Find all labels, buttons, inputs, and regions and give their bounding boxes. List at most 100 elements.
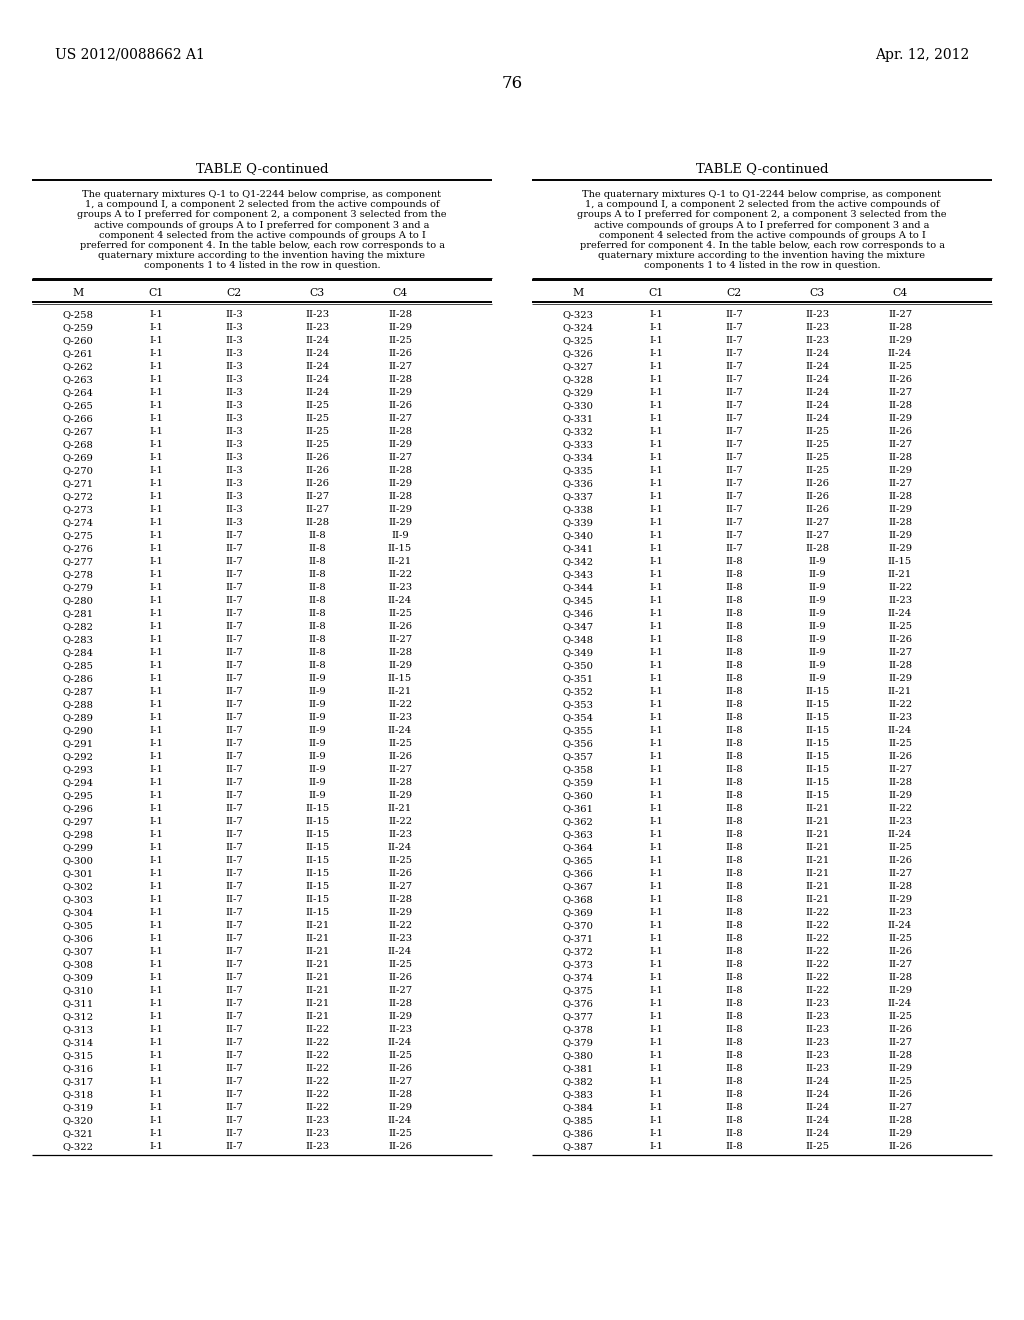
Text: II-21: II-21	[805, 869, 829, 878]
Text: II-29: II-29	[388, 1102, 412, 1111]
Text: I-1: I-1	[150, 817, 163, 825]
Text: II-7: II-7	[726, 310, 743, 318]
Text: Q-279: Q-279	[62, 582, 93, 591]
Text: Q-323: Q-323	[562, 310, 594, 318]
Text: II-28: II-28	[888, 400, 912, 409]
Text: II-8: II-8	[726, 791, 743, 800]
Text: I-1: I-1	[150, 726, 163, 735]
Text: M: M	[73, 288, 84, 297]
Text: II-22: II-22	[305, 1077, 330, 1085]
Text: Q-379: Q-379	[562, 1038, 594, 1047]
Text: II-7: II-7	[225, 648, 244, 656]
Text: II-3: II-3	[225, 400, 244, 409]
Text: I-1: I-1	[649, 1102, 664, 1111]
Text: II-21: II-21	[305, 986, 330, 994]
Text: I-1: I-1	[649, 335, 664, 345]
Text: I-1: I-1	[150, 570, 163, 578]
Text: Q-293: Q-293	[62, 764, 93, 774]
Text: I-1: I-1	[649, 504, 664, 513]
Text: II-21: II-21	[888, 570, 912, 578]
Text: II-3: II-3	[225, 440, 244, 449]
Text: preferred for component 4. In the table below, each row corresponds to a: preferred for component 4. In the table …	[80, 242, 444, 249]
Text: Q-281: Q-281	[62, 609, 93, 618]
Text: II-25: II-25	[305, 400, 330, 409]
Text: Q-346: Q-346	[562, 609, 594, 618]
Text: II-28: II-28	[388, 375, 412, 384]
Text: I-1: I-1	[649, 777, 664, 787]
Text: Q-351: Q-351	[562, 673, 594, 682]
Text: I-1: I-1	[649, 764, 664, 774]
Text: II-22: II-22	[888, 700, 912, 709]
Text: Q-296: Q-296	[62, 804, 93, 813]
Text: I-1: I-1	[150, 777, 163, 787]
Text: Q-321: Q-321	[62, 1129, 93, 1138]
Text: II-24: II-24	[305, 375, 330, 384]
Text: II-29: II-29	[388, 322, 412, 331]
Text: I-1: I-1	[150, 895, 163, 904]
Text: Q-286: Q-286	[62, 673, 93, 682]
Text: Q-383: Q-383	[562, 1089, 594, 1098]
Text: 1, a compound I, a component 2 selected from the active compounds of: 1, a compound I, a component 2 selected …	[85, 201, 439, 209]
Text: II-24: II-24	[805, 413, 829, 422]
Text: II-8: II-8	[726, 700, 743, 709]
Text: II-24: II-24	[805, 362, 829, 371]
Text: II-8: II-8	[726, 1115, 743, 1125]
Text: I-1: I-1	[150, 440, 163, 449]
Text: II-8: II-8	[726, 595, 743, 605]
Text: II-7: II-7	[225, 960, 244, 969]
Text: II-25: II-25	[388, 609, 412, 618]
Text: Q-356: Q-356	[562, 739, 594, 747]
Text: Q-319: Q-319	[62, 1102, 93, 1111]
Text: II-22: II-22	[805, 986, 829, 994]
Text: II-25: II-25	[805, 426, 829, 436]
Text: II-28: II-28	[388, 895, 412, 904]
Text: II-22: II-22	[388, 817, 412, 825]
Text: II-8: II-8	[308, 582, 326, 591]
Text: I-1: I-1	[649, 700, 664, 709]
Text: I-1: I-1	[150, 804, 163, 813]
Text: I-1: I-1	[150, 1102, 163, 1111]
Text: Q-368: Q-368	[562, 895, 594, 904]
Text: Q-363: Q-363	[562, 829, 594, 838]
Text: II-7: II-7	[225, 1038, 244, 1047]
Text: I-1: I-1	[150, 882, 163, 891]
Text: components 1 to 4 listed in the row in question.: components 1 to 4 listed in the row in q…	[143, 261, 380, 271]
Text: Q-292: Q-292	[62, 751, 93, 760]
Text: US 2012/0088662 A1: US 2012/0088662 A1	[55, 48, 205, 62]
Text: II-7: II-7	[225, 1089, 244, 1098]
Text: I-1: I-1	[649, 829, 664, 838]
Text: II-25: II-25	[388, 335, 412, 345]
Text: II-15: II-15	[305, 855, 330, 865]
Text: I-1: I-1	[150, 635, 163, 644]
Text: II-8: II-8	[726, 1089, 743, 1098]
Text: II-24: II-24	[888, 726, 912, 735]
Text: I-1: I-1	[649, 348, 664, 358]
Text: II-22: II-22	[888, 582, 912, 591]
Text: I-1: I-1	[150, 504, 163, 513]
Text: II-21: II-21	[388, 686, 412, 696]
Text: II-25: II-25	[805, 440, 829, 449]
Text: I-1: I-1	[150, 660, 163, 669]
Text: II-28: II-28	[388, 466, 412, 475]
Text: II-28: II-28	[888, 660, 912, 669]
Text: II-22: II-22	[805, 973, 829, 982]
Text: I-1: I-1	[649, 609, 664, 618]
Text: II-7: II-7	[726, 335, 743, 345]
Text: Q-370: Q-370	[562, 920, 594, 929]
Text: II-7: II-7	[225, 726, 244, 735]
Text: II-21: II-21	[805, 829, 829, 838]
Text: II-7: II-7	[225, 1129, 244, 1138]
Text: II-9: II-9	[308, 686, 326, 696]
Text: II-7: II-7	[225, 570, 244, 578]
Text: I-1: I-1	[150, 869, 163, 878]
Text: I-1: I-1	[150, 557, 163, 565]
Text: I-1: I-1	[150, 595, 163, 605]
Text: Q-376: Q-376	[562, 999, 594, 1007]
Text: II-23: II-23	[305, 1115, 330, 1125]
Text: II-9: II-9	[808, 557, 826, 565]
Text: I-1: I-1	[649, 895, 664, 904]
Text: I-1: I-1	[150, 1142, 163, 1151]
Text: I-1: I-1	[649, 686, 664, 696]
Text: II-7: II-7	[726, 453, 743, 462]
Text: I-1: I-1	[649, 1051, 664, 1060]
